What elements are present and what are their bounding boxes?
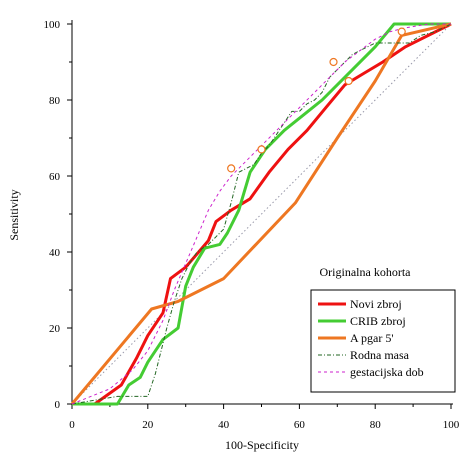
y-tick-label: 20: [49, 323, 61, 335]
y-axis-label: Sensitivity: [7, 189, 21, 240]
x-axis-label: 100-Specificity: [225, 438, 299, 452]
axis-ticks: 0 20 40 60 80 100 0 20 40 60 80 100: [44, 19, 460, 431]
x-tick-label: 20: [142, 419, 154, 431]
x-tick-label: 60: [294, 419, 306, 431]
y-tick-label: 80: [49, 95, 61, 107]
y-tick-label: 40: [49, 247, 61, 259]
axes: [71, 20, 453, 405]
series-line-novi-zbroj: [93, 22, 452, 406]
x-tick-label: 40: [218, 419, 230, 431]
legend: Originalna kohorta Novi zbroj CRIB zbroj A…: [310, 265, 456, 393]
cutoff-marker: [329, 57, 338, 67]
cutoff-marker: [257, 145, 266, 154]
cutoff-marker: [397, 27, 406, 36]
legend-items: Novi zbroj CRIB zbroj A pgar 5' Rodna masa g…: [318, 297, 424, 379]
cutoff-markers: [227, 27, 406, 173]
series-line-reference-diagonal: [71, 23, 452, 405]
legend-label: gestacijska dob: [350, 365, 424, 379]
legend-label: A pgar 5': [350, 331, 394, 345]
legend-label: CRIB zbroj: [350, 314, 406, 328]
cutoff-marker: [344, 76, 353, 86]
series-line-crib-zbroj: [72, 22, 451, 406]
legend-label: Novi zbroj: [350, 297, 402, 311]
x-tick-label: 0: [69, 419, 75, 431]
cutoff-marker: [227, 164, 236, 173]
legend-label: Rodna masa: [350, 348, 410, 362]
series-line-rodna-masa: [71, 23, 452, 405]
y-tick-label: 100: [44, 19, 61, 31]
legend-title: Originalna kohorta: [320, 265, 412, 279]
y-tick-label: 0: [55, 399, 61, 411]
x-tick-label: 100: [443, 419, 460, 431]
series-line-a-pgar-5: [70, 22, 452, 405]
series-lines: [70, 22, 452, 406]
legend-box: [310, 289, 456, 393]
y-tick-label: 60: [49, 171, 61, 183]
series-line-gestacijska-dob: [71, 23, 451, 405]
x-tick-label: 80: [370, 419, 382, 431]
